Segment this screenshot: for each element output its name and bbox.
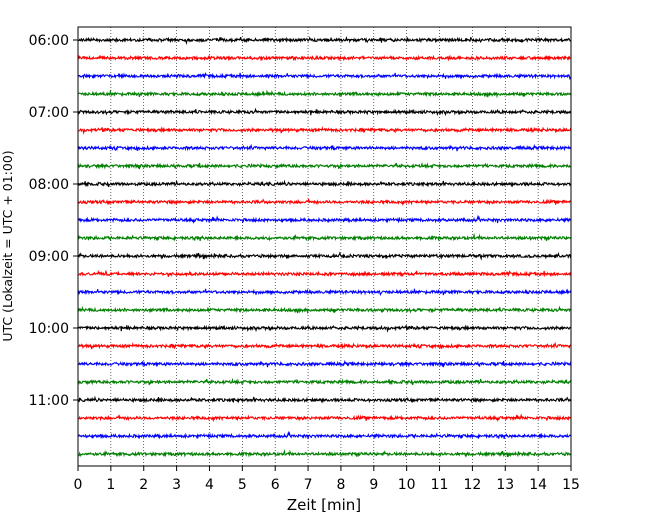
x-tick-label-6: 6 [271, 477, 280, 493]
x-tick-label-3: 3 [172, 477, 181, 493]
trace-0830 [77, 214, 572, 225]
trace-0600 [77, 35, 572, 46]
trace-1030 [77, 359, 572, 368]
x-tick-label-13: 13 [496, 477, 514, 493]
x-tick-label-12: 12 [463, 477, 481, 493]
trace-0800 [77, 179, 572, 188]
x-tick-label-5: 5 [238, 477, 247, 493]
x-tick-label-1: 1 [106, 477, 115, 493]
y-axis-label: UTC (Lokalzeit = UTC + 01:00) [0, 150, 15, 341]
trace-0845 [77, 232, 572, 242]
trace-0900 [77, 251, 572, 261]
x-tick-label-0: 0 [74, 477, 83, 493]
x-tick-label-7: 7 [304, 477, 313, 493]
seismic-traces [77, 35, 572, 458]
y-tick-label-0700: 07:00 [29, 105, 69, 121]
y-tick-label-0600: 06:00 [29, 33, 69, 49]
x-tick-label-4: 4 [205, 477, 214, 493]
y-tick-label-1100: 11:00 [29, 393, 69, 409]
trace-1015 [77, 341, 572, 350]
x-axis-label: Zeit [min] [287, 496, 361, 514]
trace-1115 [77, 413, 572, 423]
x-tick-label-15: 15 [562, 477, 580, 493]
x-tick-label-9: 9 [369, 477, 378, 493]
x-axis-ticks: 0 1 2 3 4 5 6 7 8 9 10 11 12 13 14 15 [74, 466, 580, 493]
trace-0700 [77, 107, 572, 117]
trace-0645 [77, 89, 572, 99]
y-tick-label-0900: 09:00 [29, 249, 69, 265]
y-axis-ticks: 06:00 07:00 08:00 09:00 10:00 11:00 [29, 33, 78, 409]
grid-lines [110, 27, 539, 466]
trace-1100 [77, 395, 572, 404]
trace-0945 [77, 305, 572, 315]
trace-1130 [77, 430, 572, 440]
trace-0615 [77, 54, 572, 62]
x-tick-label-10: 10 [398, 477, 416, 493]
y-tick-label-1000: 10:00 [29, 321, 69, 337]
x-tick-label-14: 14 [529, 477, 547, 493]
trace-1000 [77, 324, 572, 333]
trace-0815 [77, 198, 572, 207]
y-tick-label-0800: 08:00 [29, 177, 69, 193]
x-tick-label-11: 11 [431, 477, 449, 493]
trace-0745 [77, 161, 572, 170]
x-tick-label-8: 8 [336, 477, 345, 493]
x-tick-label-2: 2 [139, 477, 148, 493]
trace-1045 [77, 377, 572, 386]
trace-1145 [77, 448, 572, 458]
plot-frame [77, 26, 572, 467]
trace-0730 [77, 143, 572, 152]
trace-0915 [78, 269, 572, 278]
trace-0630 [77, 71, 572, 81]
trace-0930 [77, 287, 572, 297]
trace-0715 [77, 125, 572, 135]
